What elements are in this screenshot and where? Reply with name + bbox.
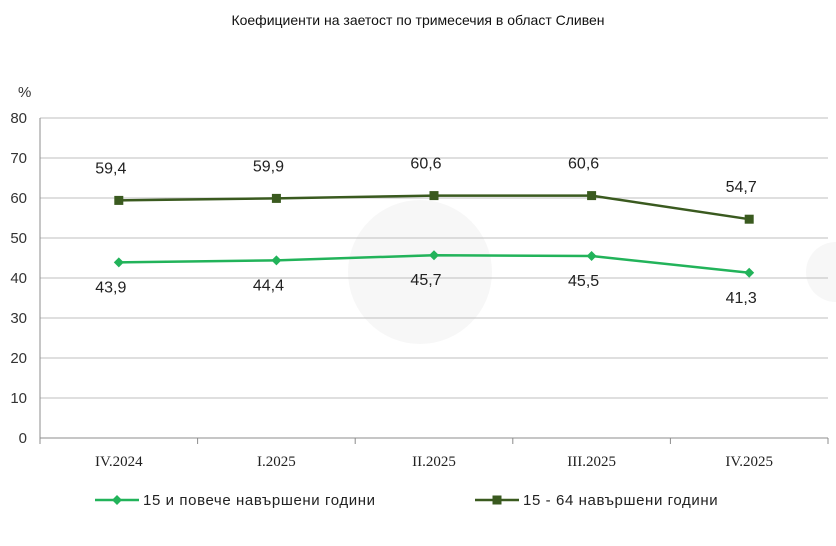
data-point [113, 257, 124, 268]
data-label: 60,6 [568, 156, 599, 173]
data-label: 59,9 [253, 158, 284, 175]
chart-title: Коефициенти на заетост по тримесечия в о… [231, 12, 605, 28]
x-tick-label: II.2025 [412, 454, 456, 470]
data-label: 45,7 [410, 272, 441, 289]
data-point [586, 251, 597, 261]
data-label: 54,7 [726, 179, 757, 196]
data-point [587, 191, 597, 201]
y-tick-label: 30 [10, 310, 27, 327]
y-tick-label: 80 [10, 110, 27, 127]
data-point [744, 267, 755, 278]
y-tick-label: 60 [10, 190, 27, 207]
y-tick-label: 50 [10, 230, 27, 247]
x-tick-label: I.2025 [257, 454, 296, 470]
y-tick-label: 0 [19, 430, 27, 447]
watermark-logo [348, 200, 836, 344]
data-label: 45,5 [568, 273, 599, 290]
legend-marker [112, 495, 122, 505]
data-point [429, 191, 439, 201]
data-label: 41,3 [726, 290, 757, 307]
y-tick-label: 20 [10, 350, 27, 367]
x-tick-label: IV.2024 [95, 454, 143, 470]
y-tick-label: 40 [10, 270, 27, 287]
x-tick-label: III.2025 [567, 454, 616, 470]
y-tick-label: 70 [10, 150, 27, 167]
legend-label: 15 - 64 навършени години [523, 492, 718, 509]
data-label: 59,4 [95, 160, 126, 177]
data-point [271, 255, 282, 266]
data-point [114, 195, 124, 205]
y-tick-label: 10 [10, 390, 27, 407]
data-point [271, 193, 281, 203]
legend-marker [492, 495, 502, 505]
y-axis-label: % [18, 84, 31, 101]
data-label: 44,4 [253, 277, 284, 294]
data-label: 60,6 [410, 156, 441, 173]
x-tick-label: IV.2025 [725, 454, 773, 470]
data-label: 43,9 [95, 279, 126, 296]
legend-label: 15 и повече навършени години [143, 492, 376, 509]
data-point [744, 214, 754, 224]
data-point [429, 250, 439, 261]
